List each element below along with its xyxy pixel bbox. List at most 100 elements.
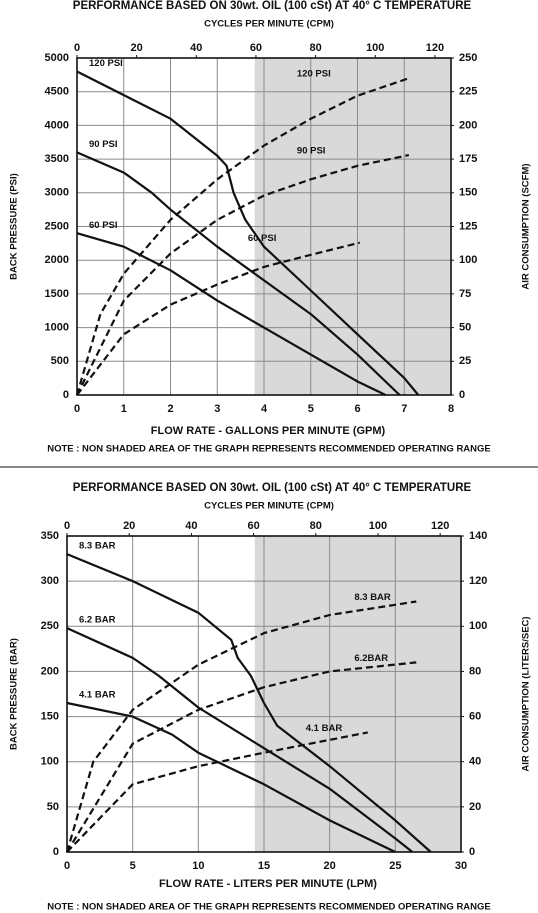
y-tick-label: 200 — [41, 665, 59, 677]
series-label: 120 PSI — [89, 58, 123, 69]
y2-tick-label: 0 — [459, 389, 465, 401]
x2-tick-label: 0 — [64, 520, 70, 532]
x2-tick-label: 120 — [426, 42, 444, 54]
air-consumption-line — [66, 731, 369, 853]
y2-axis-title: AIR CONSUMPTION (SCFM) — [521, 163, 532, 289]
x-tick-label: 25 — [389, 860, 401, 872]
x-tick-label: 0 — [74, 403, 80, 415]
x2-tick-label: 80 — [309, 42, 321, 54]
x2-tick-label: 100 — [369, 520, 387, 532]
y-tick-label: 150 — [41, 710, 59, 722]
x-tick-label: 0 — [64, 860, 70, 872]
y2-tick-label: 200 — [459, 119, 477, 131]
y2-axis-title: AIR CONSUMPTION (LITERS/SEC) — [521, 616, 532, 771]
y-tick-label: 250 — [41, 620, 59, 632]
x-tick-label: 3 — [214, 403, 220, 415]
back-pressure-line — [66, 701, 396, 853]
y-tick-label: 2500 — [45, 220, 69, 232]
series-label: 8.3 BAR — [79, 541, 116, 552]
x2-axis-title: CYCLES PER MINUTE (CPM) — [204, 501, 334, 512]
back-pressure-line — [76, 70, 420, 396]
x-axis-title: FLOW RATE - GALLONS PER MINUTE (GPM) — [151, 425, 386, 437]
series-label: 6.2 BAR — [79, 615, 116, 626]
air-consumption-line — [66, 661, 417, 853]
back-pressure-line — [66, 627, 414, 853]
series-label: 8.3 BAR — [354, 592, 391, 603]
series-label: 90 PSI — [89, 139, 118, 150]
back-pressure-line — [66, 553, 432, 853]
y-tick-label: 4500 — [45, 86, 69, 98]
chart-title: PERFORMANCE BASED ON 30wt. OIL (100 cSt)… — [73, 482, 472, 494]
series-label: 4.1 BAR — [79, 690, 116, 701]
y2-tick-label: 0 — [469, 846, 475, 858]
back-pressure-line — [76, 151, 401, 396]
y2-tick-label: 150 — [459, 187, 477, 199]
plot-border — [76, 57, 452, 396]
x-tick-label: 10 — [192, 860, 204, 872]
air-consumption-line — [75, 77, 410, 396]
y-tick-label: 500 — [51, 355, 69, 367]
y-tick-label: 2000 — [45, 254, 69, 266]
y-tick-label: 300 — [41, 575, 59, 587]
y-tick-label: 0 — [63, 389, 69, 401]
y-tick-label: 3000 — [45, 187, 69, 199]
plot-border — [66, 535, 462, 853]
x-tick-label: 15 — [258, 860, 270, 872]
y2-tick-label: 250 — [459, 52, 477, 64]
x-tick-label: 5 — [130, 860, 136, 872]
x-tick-label: 30 — [455, 860, 467, 872]
y2-tick-label: 225 — [459, 86, 477, 98]
y-tick-label: 1500 — [45, 288, 69, 300]
x2-tick-label: 40 — [185, 520, 197, 532]
x-tick-label: 5 — [308, 403, 314, 415]
x-tick-label: 1 — [121, 403, 127, 415]
y-tick-label: 350 — [41, 530, 59, 542]
x2-tick-label: 20 — [131, 42, 143, 54]
x2-axis-title: CYCLES PER MINUTE (CPM) — [204, 19, 334, 30]
x2-tick-label: 60 — [250, 42, 262, 54]
air-consumption-line — [76, 154, 410, 396]
x-tick-label: 6 — [354, 403, 360, 415]
y-tick-label: 5000 — [45, 52, 69, 64]
x2-tick-label: 60 — [247, 520, 259, 532]
y2-tick-label: 120 — [469, 575, 487, 587]
y-tick-label: 1000 — [45, 322, 69, 334]
series-label: 4.1 BAR — [306, 723, 343, 734]
series-label: 6.2BAR — [354, 653, 388, 664]
note: NOTE : NON SHADED AREA OF THE GRAPH REPR… — [47, 902, 491, 913]
y2-tick-label: 175 — [459, 153, 477, 165]
y2-tick-label: 125 — [459, 220, 477, 232]
x2-tick-label: 120 — [431, 520, 449, 532]
y-tick-label: 100 — [41, 756, 59, 768]
back-pressure-line — [76, 232, 387, 396]
y2-tick-label: 75 — [459, 288, 471, 300]
x-tick-label: 7 — [401, 403, 407, 415]
y2-tick-label: 100 — [469, 620, 487, 632]
x2-tick-label: 40 — [190, 42, 202, 54]
y2-tick-label: 80 — [469, 665, 481, 677]
x2-tick-label: 80 — [310, 520, 322, 532]
y2-tick-label: 25 — [459, 355, 471, 367]
x-tick-label: 8 — [448, 403, 454, 415]
y-axis-title: BACK PRESSURE (BAR) — [9, 638, 20, 750]
note: NOTE : NON SHADED AREA OF THE GRAPH REPR… — [47, 444, 491, 455]
y2-tick-label: 20 — [469, 801, 481, 813]
y-tick-label: 3500 — [45, 153, 69, 165]
y2-tick-label: 100 — [459, 254, 477, 266]
series-label: 60 PSI — [248, 233, 277, 244]
y-tick-label: 0 — [53, 846, 59, 858]
y2-tick-label: 60 — [469, 710, 481, 722]
x-tick-label: 4 — [261, 403, 268, 415]
y2-tick-label: 50 — [459, 322, 471, 334]
series-label: 90 PSI — [297, 146, 326, 157]
x2-tick-label: 20 — [123, 520, 135, 532]
x2-tick-label: 0 — [74, 42, 80, 54]
chart-title: PERFORMANCE BASED ON 30wt. OIL (100 cSt)… — [73, 0, 472, 12]
x-axis-title: FLOW RATE - LITERS PER MINUTE (LPM) — [159, 878, 377, 890]
series-label: 60 PSI — [89, 220, 118, 231]
y2-tick-label: 40 — [469, 756, 481, 768]
x-tick-label: 2 — [167, 403, 173, 415]
series-label: 120 PSI — [297, 69, 331, 80]
